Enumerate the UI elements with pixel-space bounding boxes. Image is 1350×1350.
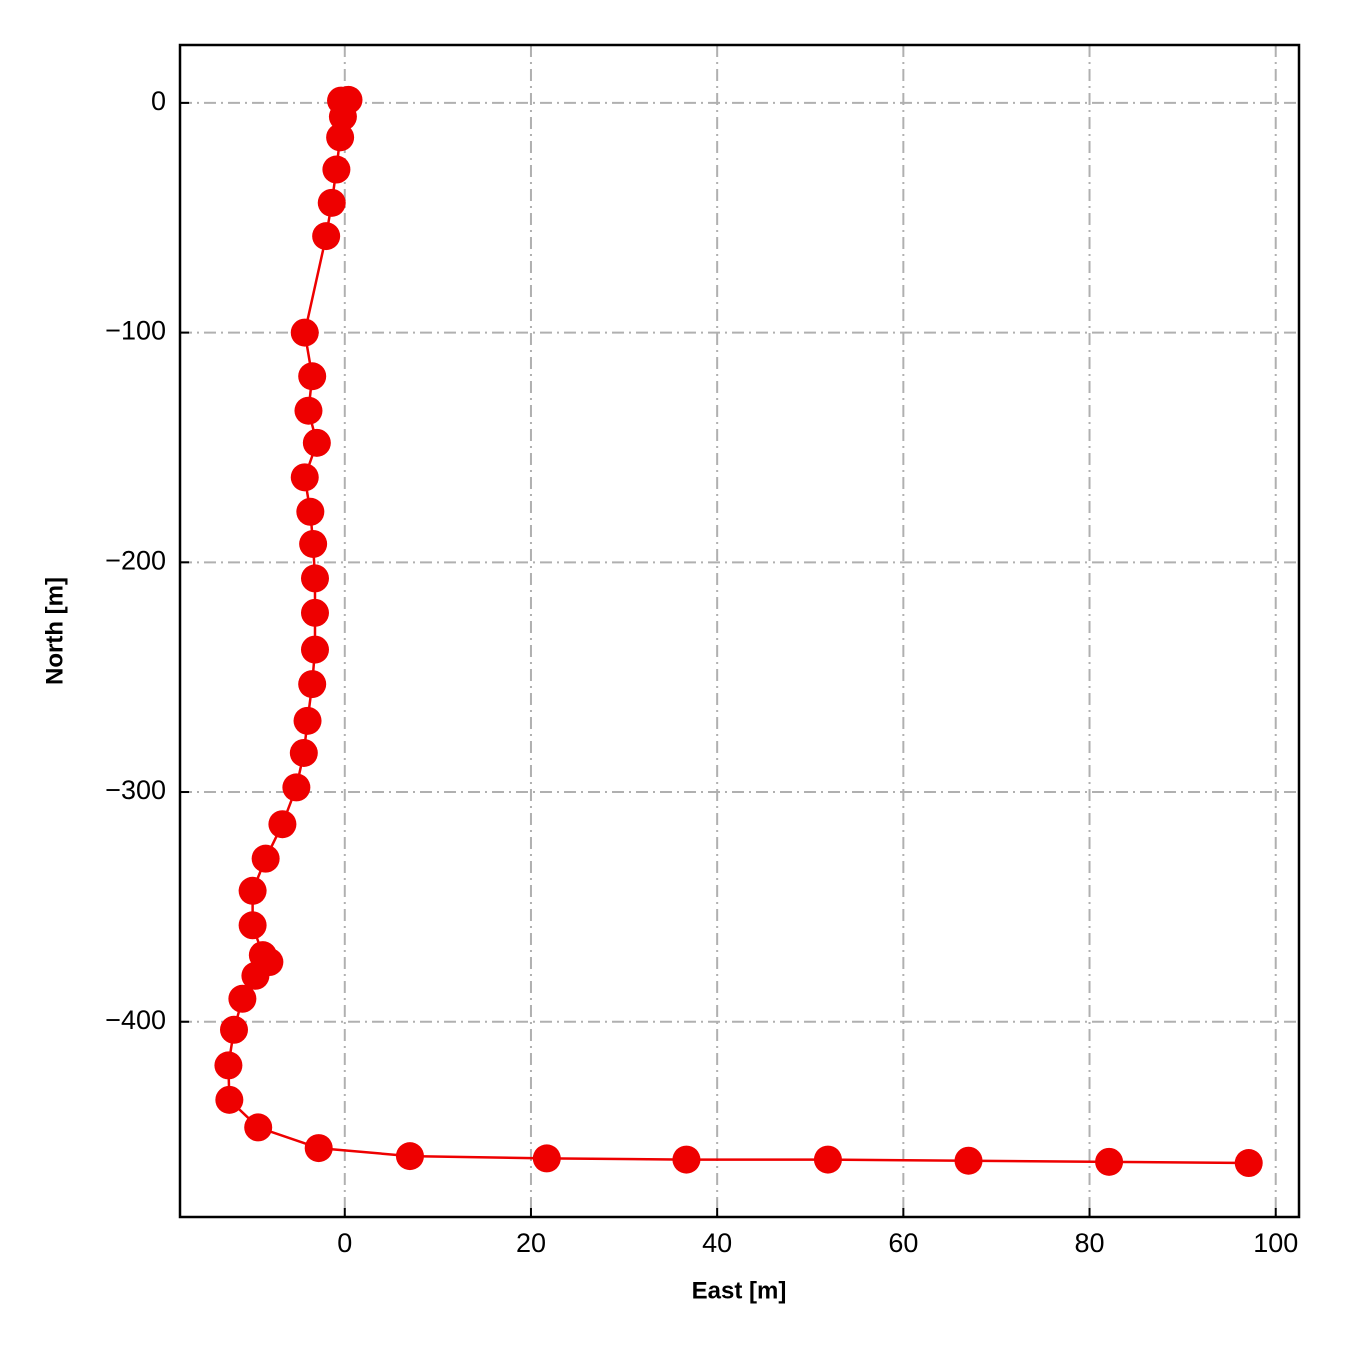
data-point xyxy=(300,598,329,627)
data-point xyxy=(532,1144,561,1173)
data-point xyxy=(322,155,351,184)
y-axis-label: North [m] xyxy=(41,577,68,685)
data-point xyxy=(299,529,328,558)
data-point xyxy=(296,497,325,526)
data-point xyxy=(282,773,311,802)
y-tick-label: −300 xyxy=(105,775,166,805)
data-point xyxy=(300,564,329,593)
data-point xyxy=(1095,1147,1124,1176)
data-point xyxy=(813,1145,842,1174)
data-point xyxy=(290,463,319,492)
data-point xyxy=(268,810,297,839)
data-point xyxy=(304,1134,333,1163)
data-point xyxy=(290,318,319,347)
data-point xyxy=(244,1113,273,1142)
data-point xyxy=(215,1085,244,1114)
x-axis-label: East [m] xyxy=(692,1277,787,1304)
data-point xyxy=(294,396,323,425)
data-point xyxy=(317,188,346,217)
data-point xyxy=(1234,1149,1263,1178)
data-point xyxy=(251,844,280,873)
y-tick-label: −400 xyxy=(105,1005,166,1035)
y-tick-label: 0 xyxy=(151,86,166,116)
data-point xyxy=(289,738,318,767)
data-line xyxy=(227,98,1249,1165)
data-point xyxy=(298,362,327,391)
x-tick-label: 60 xyxy=(888,1228,918,1258)
data-point xyxy=(954,1146,983,1175)
y-tick-label: −100 xyxy=(105,316,166,346)
x-tick-label: 80 xyxy=(1075,1228,1105,1258)
x-tick-label: 100 xyxy=(1253,1228,1298,1258)
data-point xyxy=(293,706,322,735)
data-point xyxy=(300,635,329,664)
data-point xyxy=(228,984,257,1013)
data-point xyxy=(312,222,341,251)
data-point xyxy=(302,428,331,457)
x-tick-label: 20 xyxy=(516,1228,546,1258)
data-point xyxy=(241,961,270,990)
y-tick-label: −200 xyxy=(105,545,166,575)
data-point xyxy=(326,123,355,152)
data-point xyxy=(395,1142,424,1171)
x-tick-label: 40 xyxy=(702,1228,732,1258)
data-point xyxy=(328,102,357,131)
data-point xyxy=(672,1145,701,1174)
data-point xyxy=(214,1051,243,1080)
data-point xyxy=(238,876,267,905)
data-point xyxy=(219,1015,248,1044)
x-tick-label: 0 xyxy=(337,1228,352,1258)
plot-frame xyxy=(178,43,1301,1219)
data-point xyxy=(298,670,327,699)
data-point xyxy=(238,911,267,940)
